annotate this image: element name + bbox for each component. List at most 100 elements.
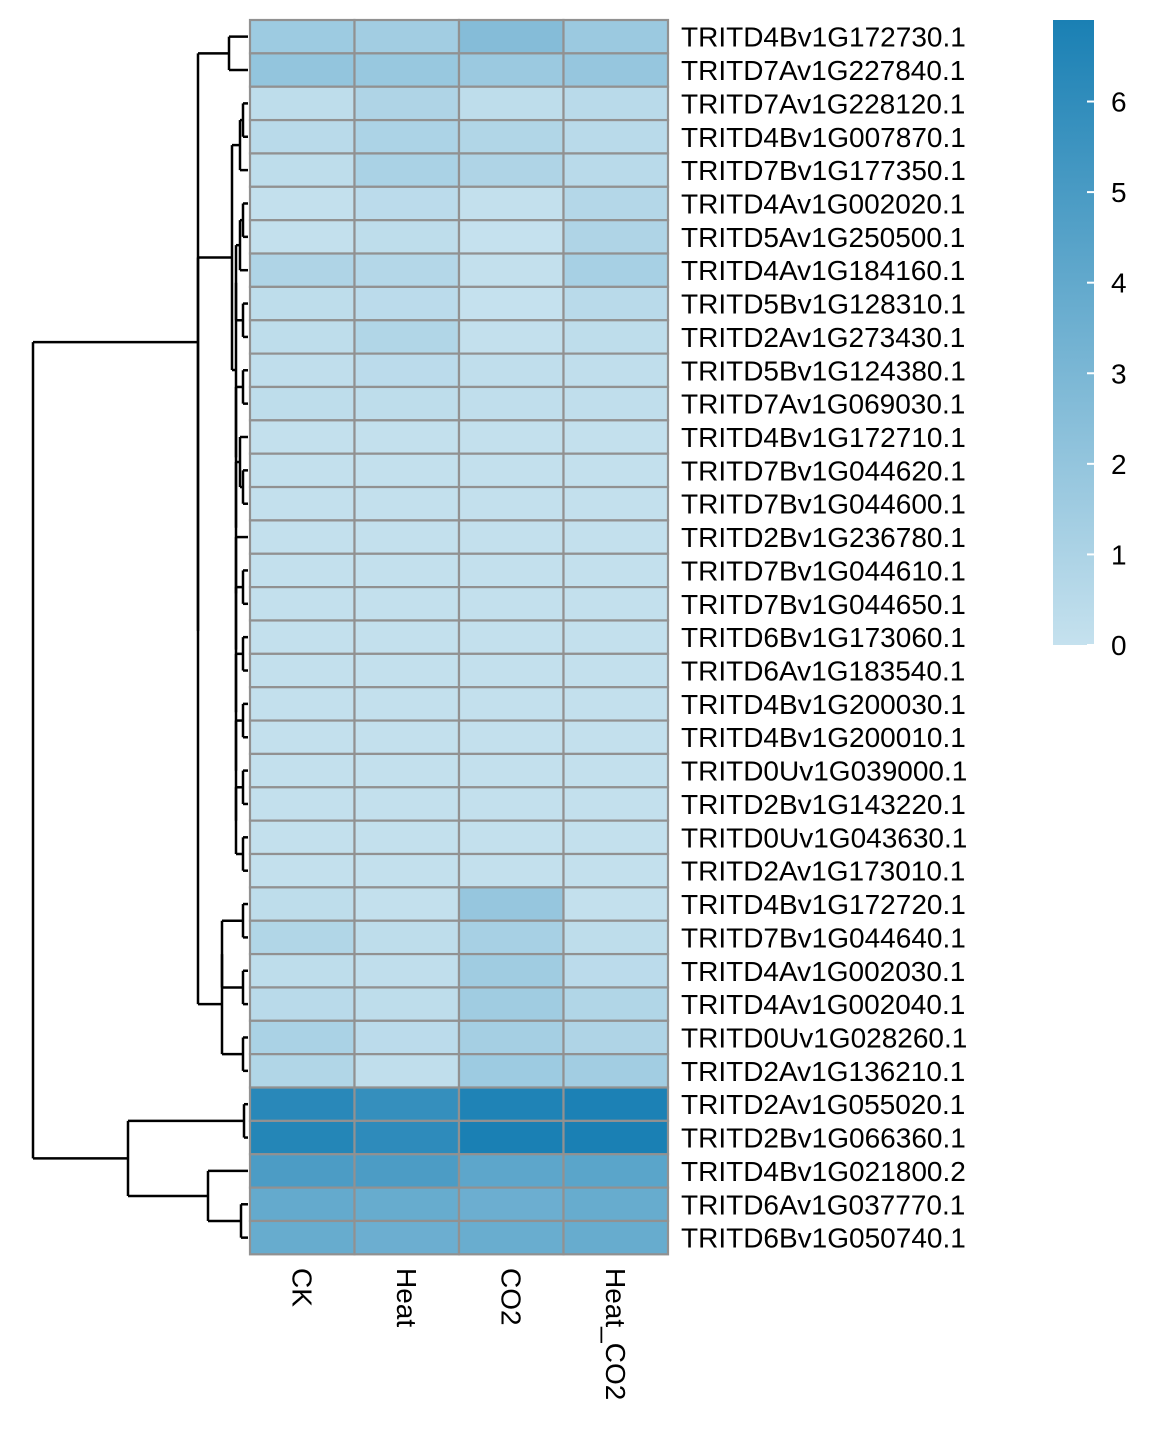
row-label: TRITD0Uv1G043630.1 xyxy=(681,822,967,853)
heatmap-cell xyxy=(457,586,565,622)
heatmap-cell xyxy=(248,519,356,555)
heatmap-cell xyxy=(457,118,565,155)
heatmap-cell xyxy=(457,185,565,222)
heatmap-cell xyxy=(457,1186,565,1223)
heatmap-cell xyxy=(248,586,356,622)
heatmap-cell xyxy=(562,619,670,655)
heatmap-cell xyxy=(248,1119,356,1156)
heatmap-cell xyxy=(248,185,356,222)
heatmap-cell xyxy=(248,686,356,722)
column-label: CK xyxy=(286,1268,317,1307)
heatmap-cell xyxy=(457,152,565,188)
row-dendrogram xyxy=(31,35,248,1239)
heatmap-cell xyxy=(248,719,356,756)
heatmap-cell xyxy=(353,485,461,522)
heatmap-cell xyxy=(457,385,565,422)
heatmap-cell xyxy=(457,18,565,55)
row-label: TRITD0Uv1G028260.1 xyxy=(681,1022,967,1053)
heatmap-cell xyxy=(562,552,670,589)
row-label: TRITD6Av1G183540.1 xyxy=(681,656,965,687)
heatmap-cell xyxy=(562,1186,670,1223)
heatmap-cell xyxy=(248,252,356,288)
row-label: TRITD2Bv1G143220.1 xyxy=(681,789,966,820)
heatmap-cell xyxy=(248,552,356,589)
legend-tick-label: 4 xyxy=(1111,268,1127,299)
heatmap-cell xyxy=(457,986,565,1022)
heatmap-cell xyxy=(353,919,461,956)
heatmap-cell xyxy=(248,1053,356,1089)
row-label: TRITD6Bv1G173060.1 xyxy=(681,622,966,653)
heatmap-cell xyxy=(353,752,461,789)
row-label: TRITD7Bv1G044640.1 xyxy=(681,922,966,953)
heatmap-cell xyxy=(353,619,461,655)
heatmap-cell xyxy=(353,1053,461,1089)
row-label: TRITD6Av1G037770.1 xyxy=(681,1189,965,1220)
heatmap-cell xyxy=(353,185,461,222)
heatmap-cell xyxy=(248,1019,356,1056)
heatmap-cell xyxy=(457,519,565,555)
color-legend-ticks: 0 1 2 3 4 5 6 xyxy=(1087,87,1127,661)
heatmap-cell xyxy=(562,786,670,822)
heatmap-cell xyxy=(457,85,565,122)
heatmap-cell xyxy=(248,652,356,689)
heatmap-cell xyxy=(353,1086,461,1122)
heatmap-cell xyxy=(562,1019,670,1056)
heatmap-cell xyxy=(457,1053,565,1089)
heatmap-cell xyxy=(562,352,670,389)
heatmap-cell xyxy=(457,819,565,856)
heatmap-cell xyxy=(562,1053,670,1089)
heatmap-cell xyxy=(248,485,356,522)
heatmap-cell xyxy=(353,118,461,155)
heatmap-cell xyxy=(457,719,565,756)
row-label: TRITD7Bv1G044610.1 xyxy=(681,555,966,586)
heatmap-cell xyxy=(248,752,356,789)
row-label: TRITD2Av1G055020.1 xyxy=(681,1089,965,1120)
heatmap-cell xyxy=(248,1219,356,1256)
column-label: Heat xyxy=(391,1268,422,1327)
heatmap-cell xyxy=(353,1153,461,1189)
column-label: Heat_CO2 xyxy=(600,1268,631,1400)
heatmap-cell xyxy=(457,886,565,922)
heatmap-cell xyxy=(353,886,461,922)
row-label: TRITD7Av1G227840.1 xyxy=(681,55,965,86)
color-legend-bar xyxy=(1053,20,1094,645)
heatmap-cell xyxy=(353,1019,461,1056)
heatmap-cell xyxy=(457,1219,565,1256)
heatmap-cell xyxy=(248,786,356,822)
heatmap-cell xyxy=(353,385,461,422)
heatmap-cell xyxy=(353,586,461,622)
heatmap-cell xyxy=(353,652,461,689)
heatmap-cell xyxy=(562,952,670,989)
heatmap-cell xyxy=(457,1119,565,1156)
row-label: TRITD7Bv1G044620.1 xyxy=(681,455,966,486)
row-label: TRITD7Bv1G044650.1 xyxy=(681,589,966,620)
heatmap-cell xyxy=(562,1153,670,1189)
heatmap-cell xyxy=(353,786,461,822)
heatmap-cell xyxy=(353,952,461,989)
heatmap-cell xyxy=(562,919,670,956)
heatmap-cell xyxy=(248,452,356,489)
heatmap-cell xyxy=(353,552,461,589)
heatmap-cell xyxy=(457,485,565,522)
heatmap-cell xyxy=(353,85,461,122)
row-label: TRITD4Bv1G200030.1 xyxy=(681,689,966,720)
heatmap-cell xyxy=(562,519,670,555)
heatmap-cell xyxy=(562,385,670,422)
heatmap-cell xyxy=(562,285,670,322)
legend-tick-label: 3 xyxy=(1111,358,1127,389)
legend-tick-label: 6 xyxy=(1111,87,1127,118)
row-label: TRITD5Bv1G128310.1 xyxy=(681,289,966,320)
heatmap-cell xyxy=(457,952,565,989)
heatmap-cell xyxy=(248,852,356,889)
row-label: TRITD2Av1G136210.1 xyxy=(681,1056,965,1087)
heatmap-cell xyxy=(353,986,461,1022)
heatmap-cell xyxy=(353,686,461,722)
heatmap-cell xyxy=(562,252,670,288)
heatmap-cell xyxy=(562,752,670,789)
heatmap-cell xyxy=(457,352,565,389)
heatmap-cell xyxy=(562,52,670,88)
heatmap-cell xyxy=(248,1186,356,1223)
heatmap-cell xyxy=(562,1219,670,1256)
heatmap-cell xyxy=(248,1153,356,1189)
